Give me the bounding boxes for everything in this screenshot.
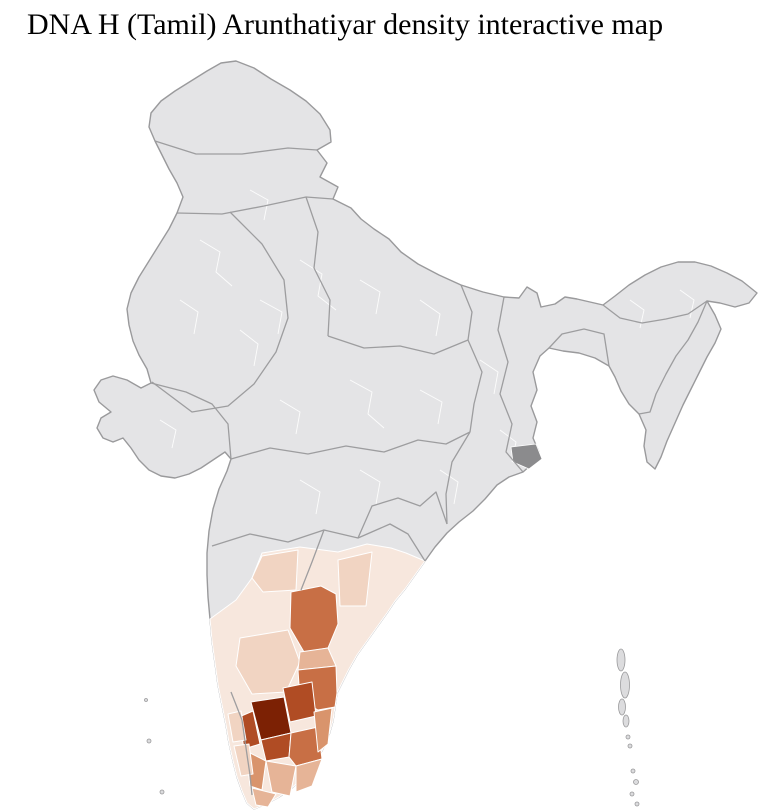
island-shape[interactable] [633, 779, 639, 785]
density-regions [209, 543, 426, 810]
state-border-line [151, 211, 289, 413]
district-medium[interactable] [289, 585, 339, 653]
district-medium-low[interactable] [251, 549, 299, 593]
district-border-line [249, 189, 269, 221]
district-medium-low[interactable] [233, 743, 254, 777]
state-border-line [154, 140, 318, 155]
state-border-line [176, 196, 334, 215]
district-border-line [479, 359, 499, 395]
state-border-line [548, 328, 610, 367]
island-shape[interactable] [618, 698, 626, 716]
state-border-line [300, 529, 325, 591]
district-medium-low[interactable] [337, 551, 373, 607]
state-border-line [230, 691, 253, 796]
district-border-line [419, 389, 443, 425]
island-shape[interactable] [634, 801, 640, 807]
district-border-line [179, 299, 199, 335]
district-medium-low[interactable] [265, 760, 297, 797]
district-border-line [439, 469, 459, 505]
state-border-line [230, 431, 471, 460]
district-border-line [349, 379, 385, 429]
district-border-line [419, 299, 441, 337]
district-border-line [279, 399, 301, 435]
island-shape[interactable] [616, 648, 626, 672]
india-landmass[interactable] [93, 60, 758, 810]
district-medium-low[interactable] [295, 758, 323, 793]
state-border-line [445, 431, 471, 525]
district-border-line [199, 239, 233, 287]
district-border-line [259, 299, 283, 335]
district-medium-low[interactable] [251, 787, 277, 808]
state-border-line [150, 382, 232, 460]
island-shape[interactable] [625, 734, 631, 740]
state-border-line [327, 335, 469, 355]
district-border-line [359, 279, 381, 315]
island-shape[interactable] [629, 791, 635, 797]
island-shape[interactable] [144, 698, 148, 702]
district-border-line [299, 479, 321, 515]
island-shape[interactable] [146, 738, 152, 744]
district-border-line [159, 419, 177, 449]
district-border-line [239, 329, 259, 367]
page-title: DNA H (Tamil) Arunthatiyar density inter… [27, 8, 664, 41]
state-border-line [211, 523, 426, 562]
lakshadweep-islands[interactable] [144, 698, 165, 795]
state-border-line [638, 300, 708, 415]
state-border-line [497, 296, 524, 473]
district-border-line [629, 299, 645, 329]
state-border-line [467, 339, 483, 433]
island-shape[interactable] [620, 671, 630, 699]
district-medium-high[interactable] [313, 707, 333, 753]
state-border-line [357, 491, 448, 539]
district-border-line [299, 259, 337, 311]
state-border-line [305, 196, 331, 337]
district-border-line [359, 469, 381, 505]
island-shape[interactable] [622, 714, 630, 728]
island-shape[interactable] [630, 768, 636, 774]
state-border-line [460, 284, 473, 341]
island-shape[interactable] [159, 789, 165, 795]
state-border-line [602, 300, 708, 324]
state-borders [150, 140, 708, 796]
island-shape[interactable] [627, 743, 633, 749]
andaman-nicobar-islands[interactable] [616, 648, 640, 807]
